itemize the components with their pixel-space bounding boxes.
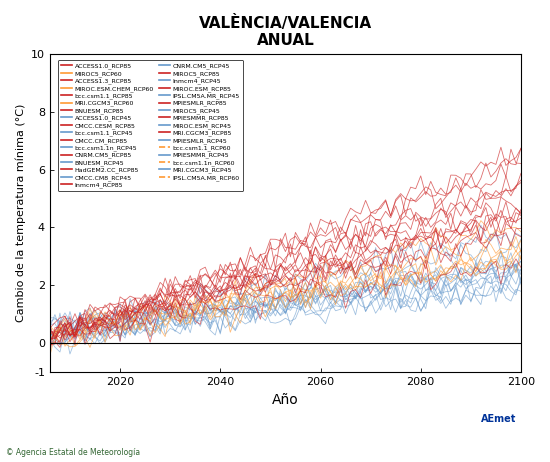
Text: AEmet: AEmet [481,413,516,424]
Title: VALÈNCIA/VALENCIA
ANUAL: VALÈNCIA/VALENCIA ANUAL [199,15,372,49]
X-axis label: Año: Año [272,393,299,407]
Y-axis label: Cambio de la temperatura mínima (°C): Cambio de la temperatura mínima (°C) [15,104,25,322]
Text: © Agencia Estatal de Meteorología: © Agencia Estatal de Meteorología [6,449,140,457]
Legend: ACCESS1.0_RCP85, MIROC5_RCP60, ACCESS1.3_RCP85, MIROC.ESM.CHEM_RCP60, bcc.csm1.1: ACCESS1.0_RCP85, MIROC5_RCP60, ACCESS1.3… [58,60,243,191]
